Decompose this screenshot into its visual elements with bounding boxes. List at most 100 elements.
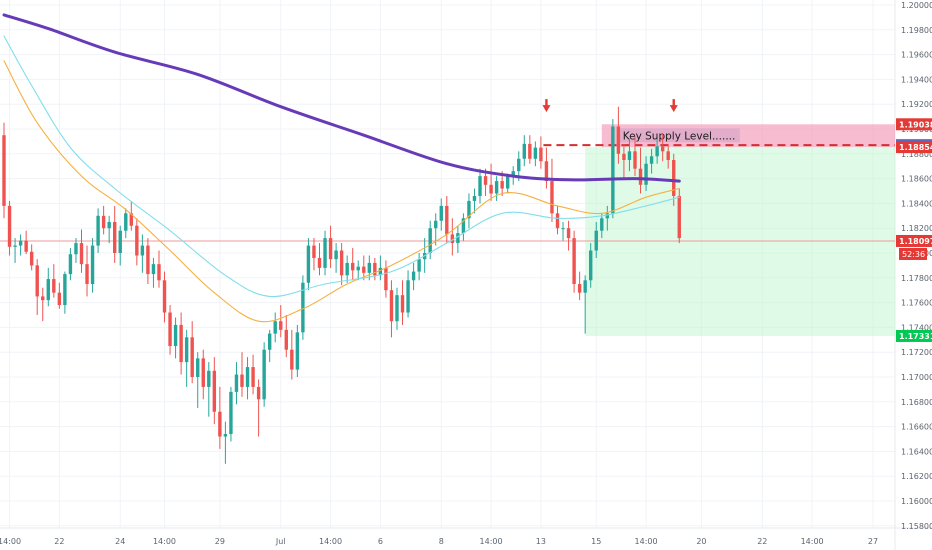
- x-tick-label: 13: [536, 537, 546, 546]
- candle-body: [251, 367, 255, 387]
- down-arrow-icon: [669, 99, 678, 113]
- candle-body: [79, 243, 84, 265]
- candle-body: [616, 126, 621, 154]
- y-tick-label: 1.20000: [901, 1, 932, 10]
- candle-body: [572, 238, 576, 284]
- candle-body: [13, 245, 17, 247]
- candle-body: [566, 228, 571, 239]
- candle-body: [489, 184, 493, 194]
- candle-body: [317, 257, 322, 268]
- x-tick-label: 24: [115, 537, 125, 546]
- price-label: 1.18097: [899, 237, 932, 246]
- candle-body: [666, 151, 670, 160]
- candle-body: [528, 143, 532, 159]
- candle-body: [351, 262, 355, 271]
- candle-body: [124, 213, 128, 231]
- y-axis: 1.20000 1.19800 1.19600 1.19400 1.19200 1.190…: [896, 1, 932, 531]
- moving-averages: [2, 13, 681, 323]
- candle-body: [267, 333, 272, 350]
- candle-body: [279, 321, 283, 330]
- y-tick-label: 1.16200: [901, 472, 932, 481]
- candle-body: [677, 195, 681, 239]
- y-tick-label: 1.18600: [901, 175, 932, 184]
- candle-body: [611, 126, 615, 214]
- candle-body: [29, 251, 34, 266]
- candle-body: [373, 262, 377, 276]
- candle-body: [339, 250, 344, 276]
- candle-body: [107, 222, 111, 229]
- candle-body: [35, 265, 39, 297]
- candle-body: [63, 274, 67, 306]
- candle-body: [179, 324, 183, 363]
- candle-body: [151, 264, 156, 275]
- candle-body: [362, 266, 366, 273]
- x-tick-label: 14:00: [635, 537, 658, 546]
- candle-body: [445, 205, 449, 235]
- candle-body: [90, 245, 95, 284]
- countdown-label: 52:36: [902, 250, 925, 259]
- down-arrow-icon: [542, 99, 551, 113]
- candle-body: [505, 176, 510, 189]
- candle-body: [245, 367, 250, 387]
- candle-body: [627, 151, 632, 160]
- candle-body: [240, 374, 244, 387]
- y-tick-label: 1.18800: [901, 150, 932, 159]
- candle-body: [395, 295, 399, 322]
- candle-body: [456, 233, 460, 244]
- candle-body: [323, 238, 327, 268]
- candle-body: [2, 135, 6, 206]
- candle-body: [101, 215, 106, 229]
- candle-body: [74, 243, 78, 255]
- candle-body: [284, 329, 288, 350]
- countdown-bg: [899, 247, 927, 260]
- x-tick-label: 6: [378, 537, 383, 546]
- candle-body: [600, 218, 604, 231]
- candle-body: [345, 262, 349, 276]
- candle-body: [356, 266, 360, 271]
- candle-body: [400, 295, 405, 313]
- price-lines: [0, 144, 895, 242]
- x-axis: 14:00 22 24 14:00 29 Jul 14:00 6 8 14:00 13 15 14:00…: [0, 537, 878, 546]
- candle-body: [522, 143, 526, 159]
- candle-body: [207, 370, 211, 387]
- y-tick-label: 1.16400: [901, 447, 932, 456]
- candle-body: [85, 264, 89, 284]
- candle-body: [218, 411, 222, 437]
- candles: [2, 106, 681, 464]
- candle-body: [306, 245, 311, 283]
- candle-body: [367, 262, 372, 273]
- candle-body: [439, 205, 443, 221]
- y-tick-label: 1.18400: [901, 199, 932, 208]
- candle-body: [594, 230, 598, 251]
- price-label-bg: [896, 234, 932, 247]
- candle-body: [113, 222, 117, 253]
- candle-body: [68, 254, 73, 275]
- ma-fast-line: [3, 60, 680, 323]
- candle-body: [655, 146, 659, 157]
- y-tick-label: 1.16800: [901, 398, 932, 407]
- price-label: 1.19038: [899, 120, 932, 129]
- x-tick-label: 14:00: [153, 537, 176, 546]
- candle-body: [378, 267, 383, 276]
- candle-body: [472, 195, 477, 201]
- candle-body: [301, 282, 305, 333]
- x-tick-label: 27: [868, 537, 878, 546]
- candle-body: [384, 267, 388, 291]
- y-tick-label: 1.16000: [901, 497, 932, 506]
- y-tick-label: 1.17200: [901, 348, 932, 357]
- candle-body: [312, 245, 316, 258]
- candle-body: [41, 296, 45, 301]
- candle-body: [24, 240, 28, 252]
- candle-body: [605, 213, 610, 219]
- x-tick-label: 14:00: [801, 537, 824, 546]
- candle-body: [140, 245, 145, 256]
- candle-body: [434, 220, 438, 229]
- x-tick-label: Jul: [275, 537, 286, 546]
- candle-body: [157, 264, 161, 281]
- candle-body: [328, 238, 333, 260]
- candle-body: [417, 259, 421, 272]
- candle-body: [190, 337, 194, 377]
- candle-body: [173, 324, 178, 346]
